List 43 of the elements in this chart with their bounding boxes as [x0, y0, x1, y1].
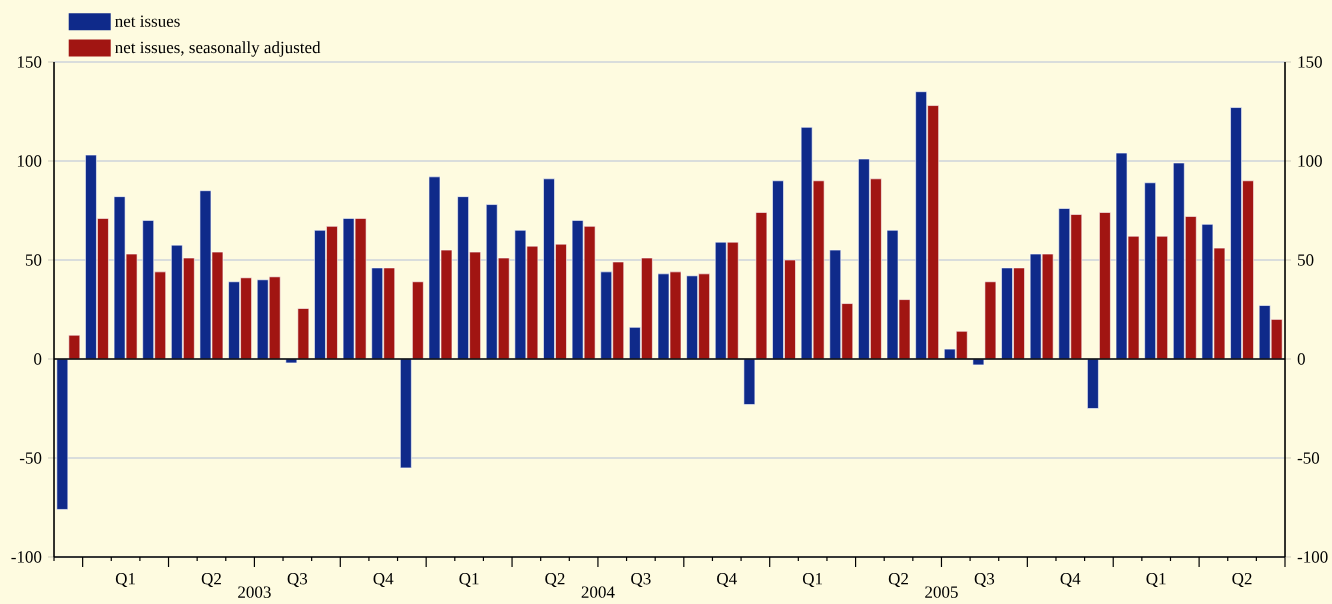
legend-label: net issues, seasonally adjusted — [115, 41, 321, 57]
x-tick-label: Q3 — [287, 573, 308, 588]
y2-tick-label: -100 — [1297, 551, 1328, 563]
bar — [1099, 212, 1111, 360]
bar — [1087, 358, 1099, 409]
x-tick-label: Q4 — [1060, 573, 1081, 588]
text: 2003 — [238, 586, 271, 598]
x-tick-label: Q1 — [802, 573, 822, 588]
y2-tick-label: 50 — [1298, 254, 1314, 266]
bar — [755, 212, 768, 360]
bar — [56, 358, 69, 510]
x-tick-label: Q2 — [545, 573, 565, 588]
x-tick-label: Q2 — [1232, 573, 1252, 588]
x-tick-label: Q1 — [459, 573, 479, 588]
x-tick-label: Q2 — [201, 573, 221, 588]
x-tick-label: Q1 — [115, 573, 135, 588]
y-tick-label: 150 — [17, 56, 42, 68]
bar — [984, 281, 997, 360]
y-tick-label: -100 — [11, 551, 42, 563]
x-tick-label: Q3 — [631, 573, 651, 588]
bar — [972, 358, 985, 366]
x-tick-label: Q4 — [717, 573, 737, 588]
bar — [743, 358, 756, 405]
text: 2005 — [925, 586, 958, 598]
y2-tick-label: 150 — [1298, 56, 1322, 68]
y-tick-label: -50 — [19, 452, 42, 464]
x-tick-label: Q4 — [373, 573, 394, 588]
bar — [400, 358, 412, 469]
text: 2004 — [581, 586, 615, 598]
bar — [412, 281, 424, 360]
y2-tick-label: 100 — [1298, 155, 1322, 167]
y-tick-label: 50 — [25, 254, 42, 266]
bar — [285, 358, 298, 364]
y2-tick-label: -50 — [1297, 452, 1320, 464]
y2-tick-label: 0 — [1297, 353, 1305, 365]
bar — [297, 308, 310, 360]
x-tick-label: Q1 — [1146, 573, 1166, 588]
x-tick-label: Q2 — [888, 573, 908, 588]
legend-label: net issues — [115, 15, 180, 27]
bar — [68, 334, 81, 360]
y-tick-label: 100 — [17, 155, 42, 167]
x-tick-label: Q3 — [974, 573, 995, 588]
y-tick-label: 0 — [34, 353, 42, 365]
